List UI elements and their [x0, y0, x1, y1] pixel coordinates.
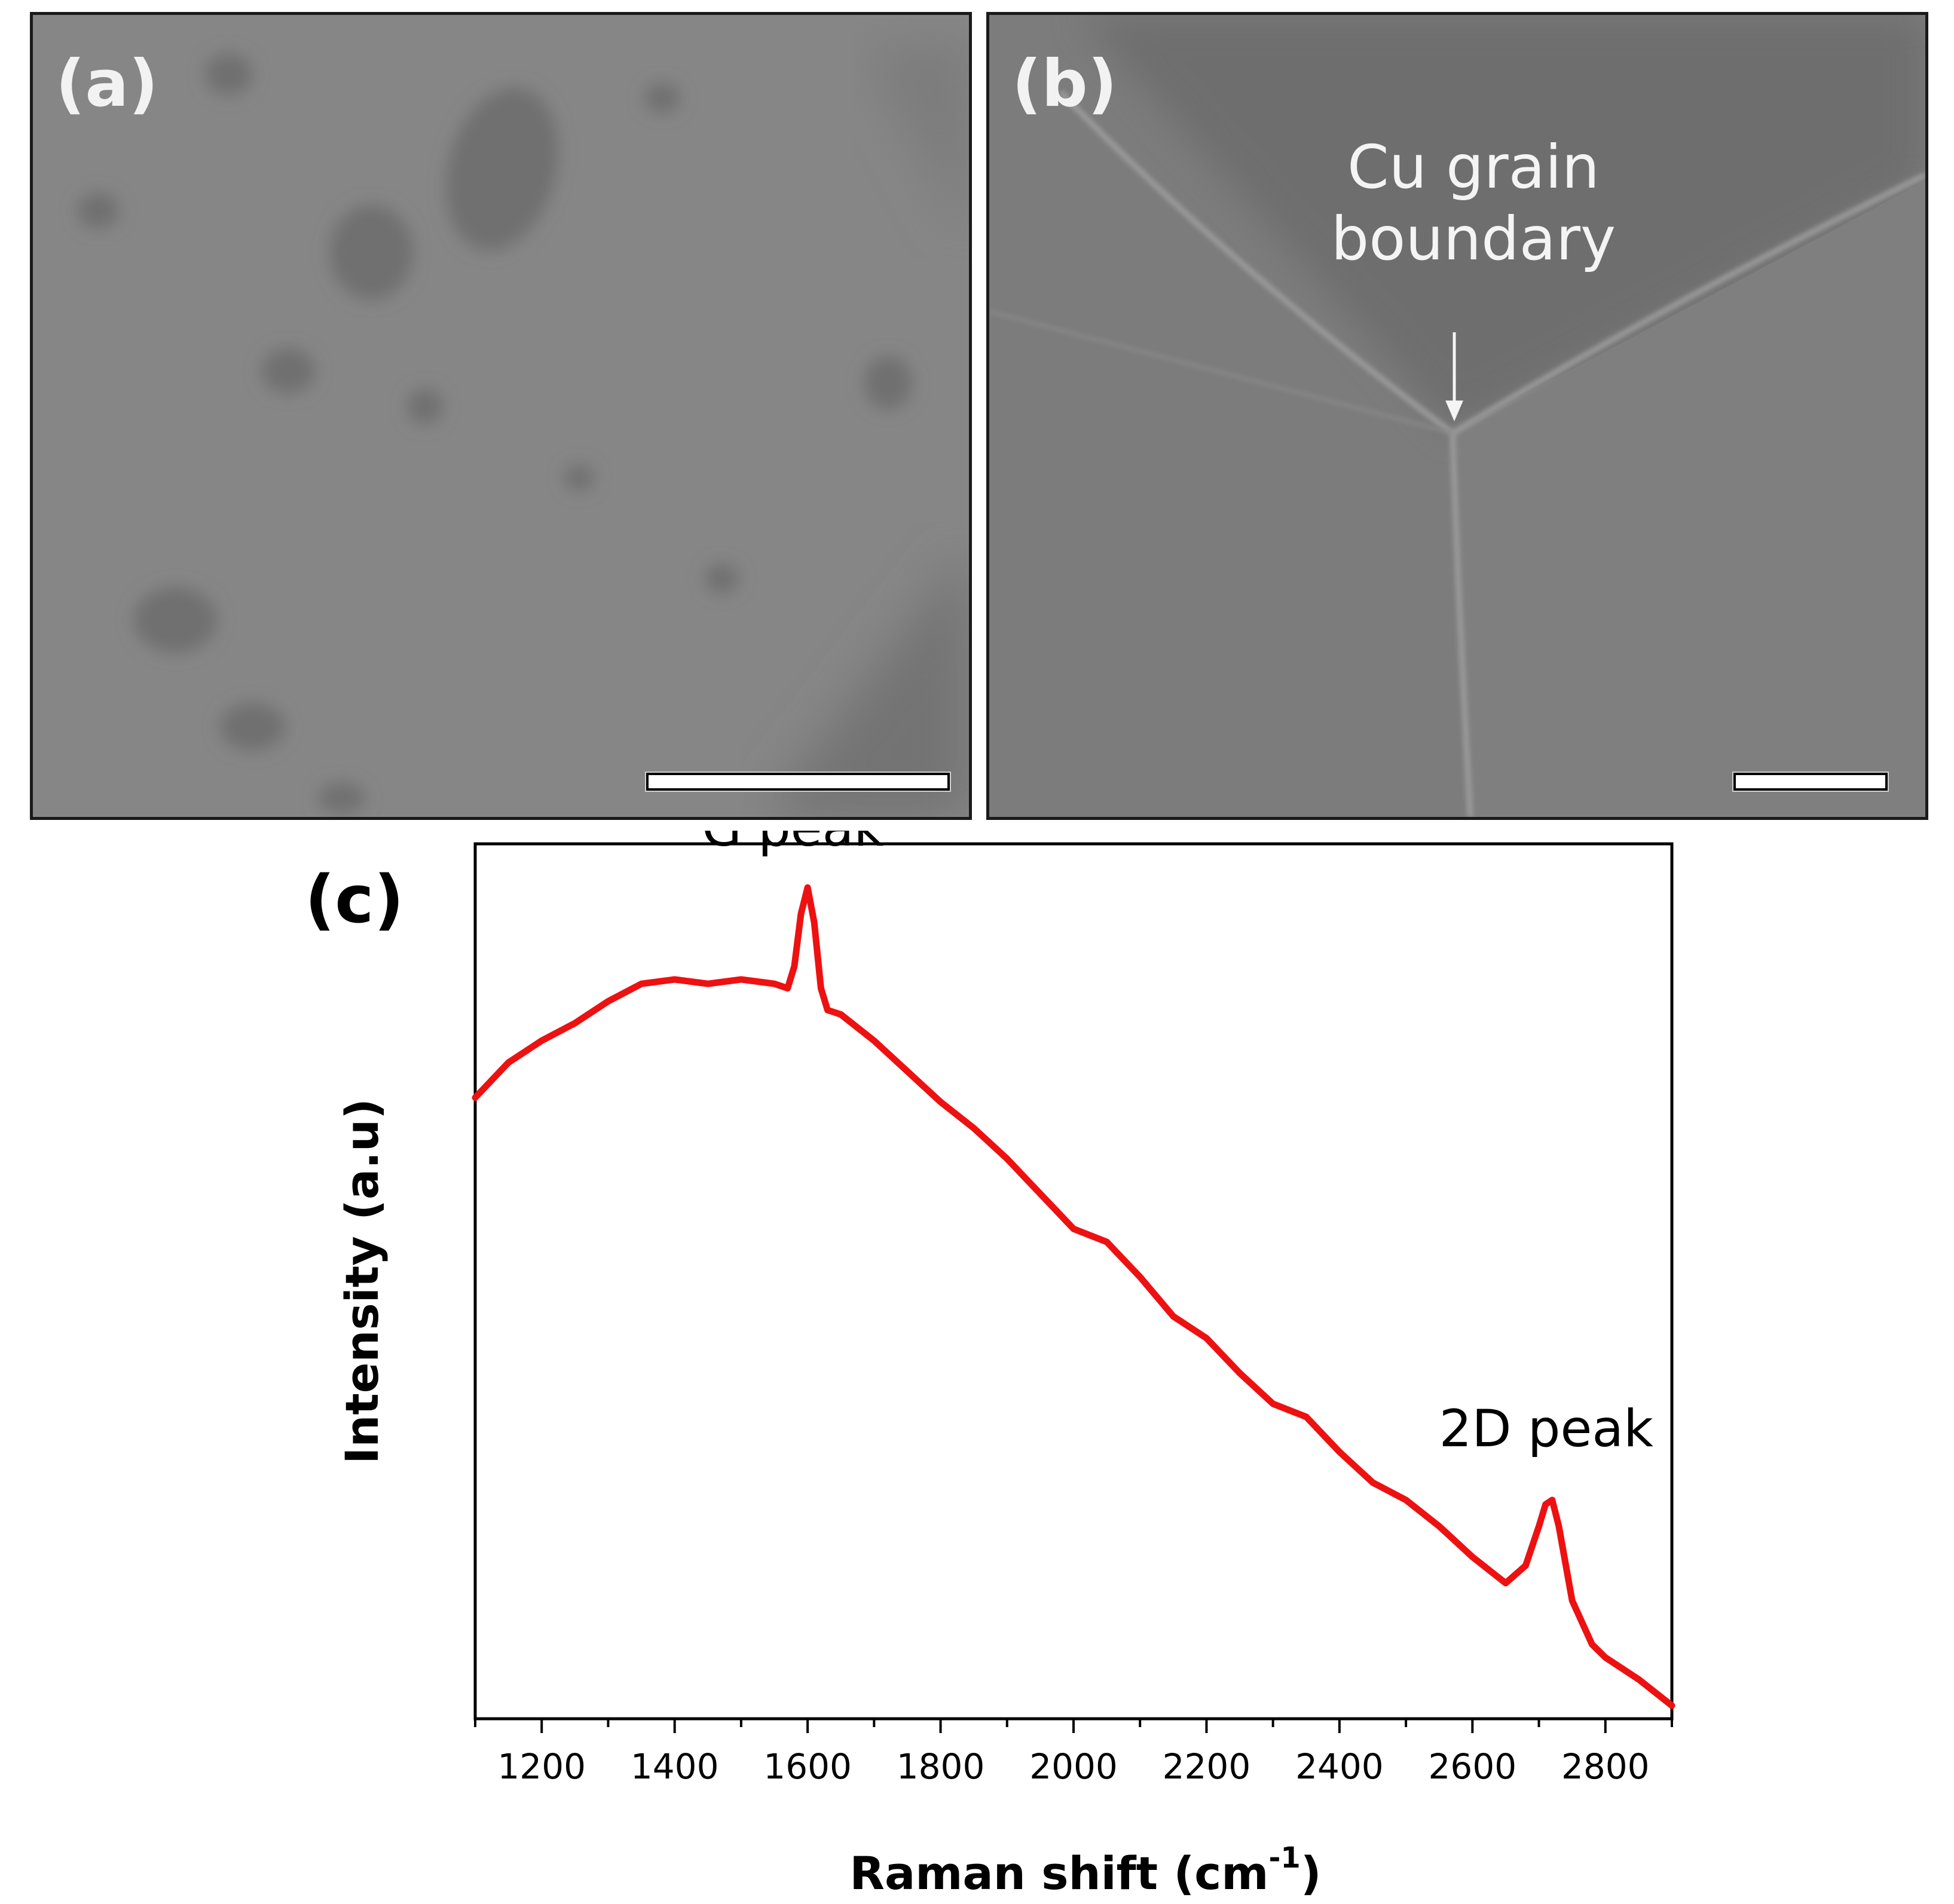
x-tick-label: 2800	[1561, 1746, 1650, 1787]
raman-chart: (c) 1200 1400 1600 1800 2000 2200 2400 2600 2800…	[0, 831, 1954, 1904]
graphene-islands	[77, 53, 912, 813]
annotation-g-peak: G peak	[702, 831, 883, 858]
x-axis-label-sup: -1	[1269, 1841, 1301, 1875]
x-tick-label: 2200	[1163, 1746, 1251, 1787]
x-tick-label: 2400	[1295, 1746, 1384, 1787]
x-tick-label: 2600	[1429, 1746, 1517, 1787]
annotation-2d-peak: 2D peak	[1439, 1399, 1653, 1459]
sem-texture-a	[33, 15, 969, 817]
x-tick-label: 1400	[631, 1746, 719, 1787]
scale-bar	[1733, 773, 1888, 791]
x-tick-labels: 1200 1400 1600 1800 2000 2200 2400 2600 2800	[497, 1746, 1649, 1787]
x-ticks	[474, 1719, 1673, 1733]
grain-boundary-annotation: Cu grain boundary	[1331, 132, 1616, 274]
x-tick-label: 1200	[497, 1746, 586, 1787]
panel-label-c: (c)	[305, 861, 404, 938]
plot-frame	[473, 842, 1674, 1721]
x-axis-label-main: Raman shift (cm	[849, 1847, 1268, 1900]
sem-texture-b	[989, 15, 1925, 817]
x-tick-label: 1800	[897, 1746, 985, 1787]
x-tick-label: 1600	[763, 1746, 852, 1787]
sem-image-a: (a)	[30, 12, 972, 820]
panel-label-b: (b)	[1012, 47, 1118, 121]
x-axis-label-close: )	[1301, 1847, 1322, 1900]
panel-label-a: (a)	[56, 47, 158, 121]
series-line	[472, 884, 1675, 1709]
chart-plot: 1200 1400 1600 1800 2000 2200 2400 2600 2800 G p…	[335, 831, 1675, 1900]
grain-boundary-lines	[1058, 90, 1925, 817]
y-axis-label: Intensity (a.u)	[335, 1098, 389, 1464]
x-axis-label: Raman shift (cm-1)	[849, 1841, 1321, 1900]
arrow-icon	[1445, 332, 1463, 421]
sem-image-b: (b) Cu grain boundary	[986, 12, 1928, 820]
x-tick-label: 2000	[1029, 1746, 1118, 1787]
scale-bar	[646, 773, 950, 791]
